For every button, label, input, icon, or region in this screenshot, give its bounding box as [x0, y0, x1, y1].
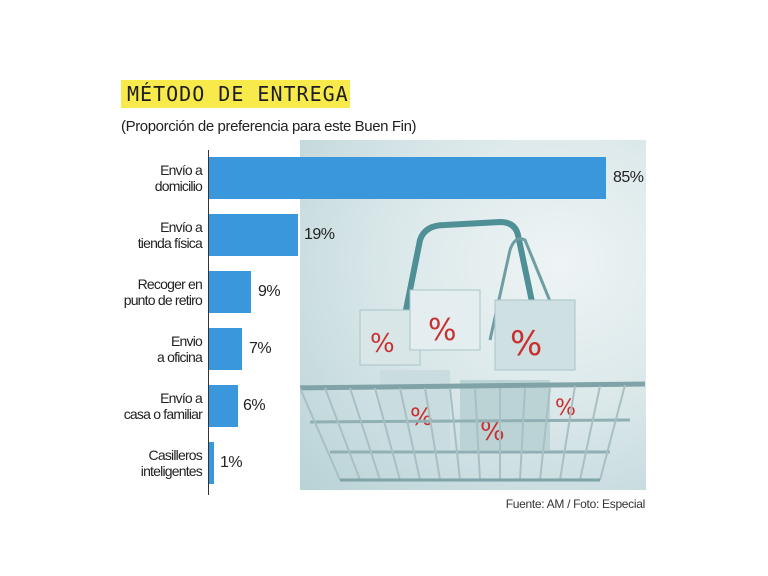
label-line: Envío a — [160, 162, 203, 178]
bar-row-casa-familiar: Envío a casa o familiar 6% — [0, 385, 768, 427]
label-line: punto de retiro — [123, 292, 203, 308]
label-line: Envio — [170, 333, 203, 349]
value-label: 1% — [220, 454, 243, 471]
label-line: tienda física — [137, 235, 203, 251]
label-line: Envío a — [160, 390, 203, 406]
bar-row-tienda-fisica: Envío a tienda física 19% — [0, 214, 768, 256]
bar — [209, 214, 298, 256]
bar — [209, 328, 242, 370]
chart-subtitle: (Proporción de preferencia para este Bue… — [121, 118, 417, 135]
bar — [209, 157, 606, 199]
label-line: Envío a — [160, 219, 203, 235]
bar-row-punto-retiro: Recoger en punto de retiro 9% — [0, 271, 768, 313]
label-line: Casilleros — [148, 447, 203, 463]
value-label: 19% — [304, 226, 335, 243]
label-line: casa o familiar — [123, 406, 203, 422]
bar — [209, 271, 251, 313]
svg-text:%: % — [510, 324, 542, 364]
bar — [209, 442, 214, 484]
category-label: Recoger en punto de retiro — [123, 276, 203, 308]
label-line: a oficina — [157, 349, 203, 365]
chart-title: MÉTODO DE ENTREGA — [121, 80, 350, 108]
label-line: Recoger en — [137, 276, 203, 292]
bar-row-oficina: Envio a oficina 7% — [0, 328, 768, 370]
svg-text:%: % — [410, 403, 433, 431]
category-label: Envío a domicilio — [154, 162, 203, 194]
label-line: inteligentes — [140, 463, 203, 479]
category-label: Envío a casa o familiar — [123, 390, 203, 422]
bar — [209, 385, 238, 427]
bar-row-domicilio: Envío a domicilio 85% — [0, 157, 768, 199]
svg-text:%: % — [370, 329, 395, 359]
source-credit: Fuente: AM / Foto: Especial — [505, 497, 646, 511]
category-label: Envío a tienda física — [137, 219, 203, 251]
value-label: 9% — [258, 283, 281, 300]
value-label: 85% — [613, 169, 644, 186]
value-label: 6% — [243, 397, 266, 414]
category-label: Envio a oficina — [157, 333, 203, 365]
svg-text:%: % — [428, 313, 457, 348]
label-line: domicilio — [154, 178, 203, 194]
bar-row-casilleros: Casilleros inteligentes 1% — [0, 442, 768, 484]
category-label: Casilleros inteligentes — [140, 447, 203, 479]
value-label: 7% — [249, 340, 272, 357]
basket-illustration-icon: % % % % % % — [300, 218, 646, 482]
y-axis-line — [208, 150, 209, 495]
